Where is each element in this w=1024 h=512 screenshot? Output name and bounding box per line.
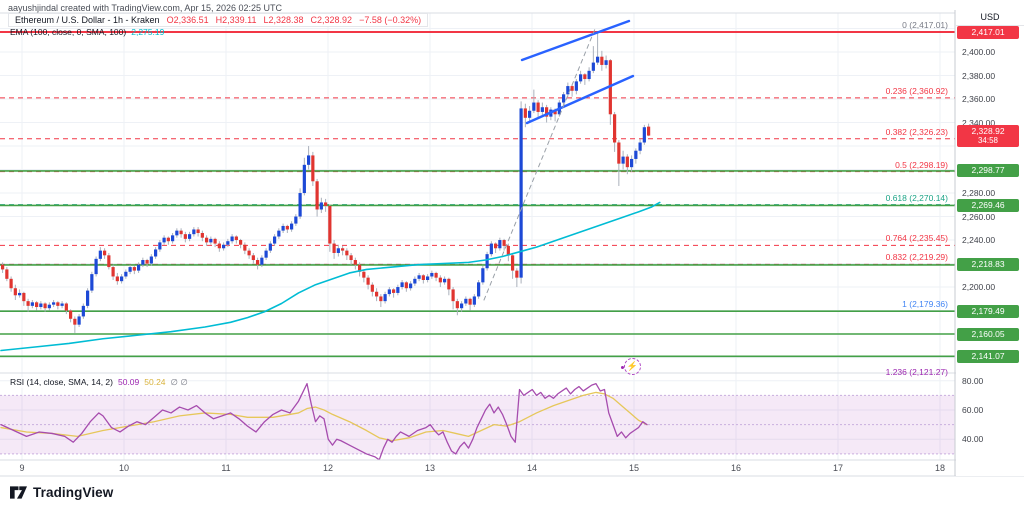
bar-countdown: 34:58 [977, 136, 999, 146]
time-axis-label: 15 [628, 463, 639, 473]
time-axis-label: 16 [730, 463, 741, 473]
attribution-text: aayushjindal created with TradingView.co… [8, 3, 282, 13]
price-level-badge: 2,179.49 [957, 304, 1019, 318]
last-price-badge: 2,328.92 34:58 [957, 125, 1019, 148]
axis-tick-label: 80.00 [962, 375, 984, 386]
time-axis-label: 11 [221, 463, 231, 473]
axis-tick-label: 2,240.00 [962, 235, 996, 246]
time-axis-label: 9 [19, 463, 25, 473]
time-axis-label: 18 [934, 463, 945, 473]
time-axis[interactable]: 9 10 11 12 13 14 15 16 17 18 [0, 460, 955, 476]
tradingview-logo[interactable]: TradingView [10, 484, 113, 501]
price-axis[interactable]: USD 2,400.00 2,380.00 2,360.00 2,340.00 2,28… [956, 0, 1024, 476]
axis-tick-label: 40.00 [962, 434, 984, 445]
time-axis-label: 10 [118, 463, 129, 473]
currency-label: USD [956, 10, 1024, 26]
axis-tick-label: 2,260.00 [962, 211, 996, 222]
axis-tick-label: 2,400.00 [962, 47, 996, 57]
axis-tick-label: 60.00 [962, 405, 984, 415]
tradingview-logo-text: TradingView [33, 485, 114, 500]
price-level-badge: 2,269.46 [957, 198, 1019, 212]
axis-tick-label: 2,340.00 [962, 117, 996, 128]
price-level-badge: 2,298.77 [957, 164, 1019, 178]
tradingview-logo-icon [10, 486, 27, 499]
axis-tick-label: 2,380.00 [962, 70, 996, 81]
axis-tick-label: 2,280.00 [962, 188, 996, 199]
time-axis-label: 17 [832, 463, 843, 473]
price-chart-svg[interactable] [0, 0, 1024, 480]
price-level-badge: 2,141.07 [957, 349, 1019, 363]
axis-tick-label: 2,200.00 [962, 282, 996, 293]
price-level-badge: 2,160.05 [957, 327, 1019, 341]
axis-tick-label: 2,360.00 [962, 94, 996, 104]
time-axis-label: 14 [526, 463, 537, 473]
time-axis-label: 12 [322, 463, 333, 473]
price-level-badge: 2,417.01 [957, 25, 1019, 39]
time-axis-label: 13 [424, 463, 435, 473]
price-level-badge: 2,218.83 [957, 258, 1019, 272]
